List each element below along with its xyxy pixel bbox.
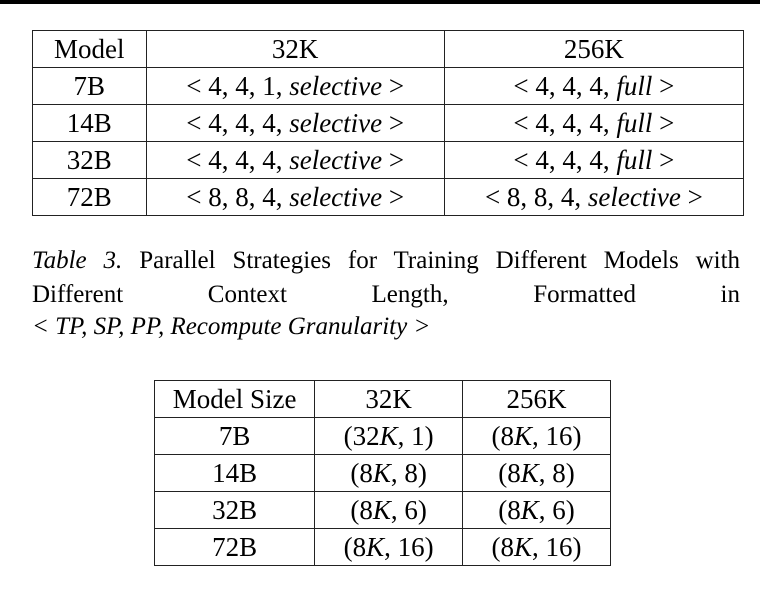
cell-32k: < 4, 4, 4, selective >	[145, 104, 445, 142]
header-model-size: Model Size	[153, 380, 316, 418]
cell-model-size: 14B	[153, 454, 316, 492]
cell-256k: (8K, 16)	[462, 528, 611, 566]
cell-256k: < 4, 4, 4, full >	[443, 141, 745, 179]
table-row: 7B (32K, 1) (8K, 16)	[153, 417, 611, 455]
cell-32k: (8K, 6)	[314, 491, 464, 529]
cell-256k: (8K, 6)	[462, 491, 611, 529]
sequence-config-table: Model Size 32K 256K 7B (32K, 1) (8K, 16)…	[153, 380, 611, 566]
header-32k: 32K	[145, 30, 445, 68]
caption-label: Table 3.	[32, 247, 123, 274]
cell-256k: < 4, 4, 4, full >	[443, 67, 745, 105]
cell-256k: (8K, 8)	[462, 454, 611, 492]
parallel-strategies-table: Model 32K 256K 7B < 4, 4, 1, selective >…	[32, 30, 745, 216]
table-row: 32B (8K, 6) (8K, 6)	[153, 491, 611, 529]
cell-model: 32B	[32, 141, 147, 179]
cell-model: 7B	[32, 67, 147, 105]
table-row: 14B < 4, 4, 4, selective > < 4, 4, 4, fu…	[32, 104, 745, 142]
cell-model-size: 7B	[153, 417, 316, 455]
table-row: 14B (8K, 8) (8K, 8)	[153, 454, 611, 492]
caption-text: Parallel Strategies for Training Differe…	[32, 247, 741, 308]
table-row: 72B < 8, 8, 4, selective > < 8, 8, 4, se…	[32, 178, 745, 216]
top-rule	[0, 0, 760, 4]
cell-model-size: 32B	[153, 491, 316, 529]
cell-256k: < 4, 4, 4, full >	[443, 104, 745, 142]
header-32k: 32K	[314, 380, 464, 418]
table-row: 7B < 4, 4, 1, selective > < 4, 4, 4, ful…	[32, 67, 745, 105]
table-caption: Table 3. Parallel Strategies for Trainin…	[32, 244, 740, 312]
cell-model: 14B	[32, 104, 147, 142]
header-256k: 256K	[462, 380, 611, 418]
cell-32k: (8K, 8)	[314, 454, 464, 492]
cell-model-size: 72B	[153, 528, 316, 566]
header-model: Model	[32, 30, 147, 68]
cell-32k: < 8, 8, 4, selective >	[145, 178, 445, 216]
cell-32k: (32K, 1)	[314, 417, 464, 455]
caption-format: < TP, SP, PP, Recompute Granularity >	[32, 313, 431, 340]
table-row: 32B < 4, 4, 4, selective > < 4, 4, 4, fu…	[32, 141, 745, 179]
header-256k: 256K	[443, 30, 745, 68]
table-header-row: Model Size 32K 256K	[153, 380, 611, 418]
cell-model: 72B	[32, 178, 147, 216]
cell-32k: (8K, 16)	[314, 528, 464, 566]
table-header-row: Model 32K 256K	[32, 30, 745, 68]
cell-256k: (8K, 16)	[462, 417, 611, 455]
cell-32k: < 4, 4, 1, selective >	[145, 67, 445, 105]
cell-256k: < 8, 8, 4, selective >	[443, 178, 745, 216]
cell-32k: < 4, 4, 4, selective >	[145, 141, 445, 179]
table-row: 72B (8K, 16) (8K, 16)	[153, 528, 611, 566]
